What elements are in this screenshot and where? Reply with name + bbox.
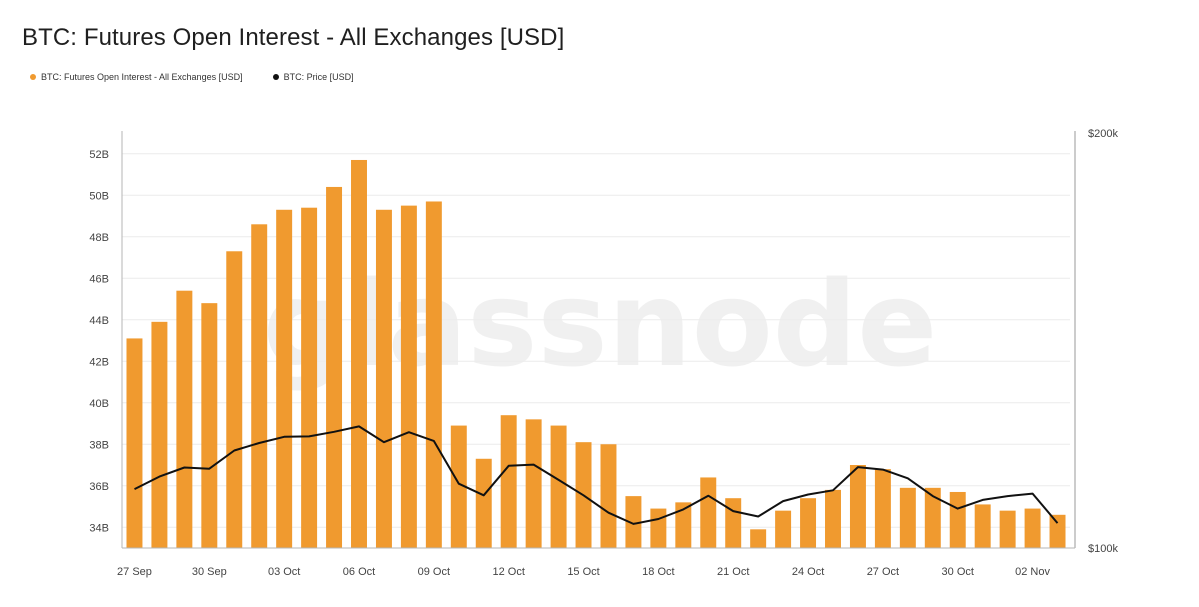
y-tick-label: 52B [89,149,109,161]
y-axis-right: $200k $100k [1088,128,1118,555]
bar[interactable] [550,425,567,548]
x-tick-label: 21 Oct [717,566,749,578]
bar[interactable] [625,496,642,548]
x-tick-label: 27 Oct [867,566,899,578]
y-tick-label: 42B [89,356,109,368]
y-right-tick-label: $100k [1088,543,1118,555]
legend-item-price[interactable]: BTC: Price [USD] [272,72,354,82]
bar[interactable] [924,487,941,548]
bar[interactable] [1024,508,1041,548]
x-tick-label: 03 Oct [268,566,300,578]
bar[interactable] [326,186,343,548]
legend-item-open-interest[interactable]: BTC: Futures Open Interest - All Exchang… [30,72,243,82]
bar[interactable] [974,504,991,548]
bar[interactable] [301,207,318,548]
bar[interactable] [874,469,891,548]
bar[interactable] [226,251,243,548]
bar[interactable] [151,321,168,548]
y-right-tick-label: $200k [1088,128,1118,140]
x-tick-label: 12 Oct [492,566,524,578]
legend-label-price: BTC: Price [USD] [283,72,354,82]
chart-title: BTC: Futures Open Interest - All Exchang… [22,24,565,51]
bar[interactable] [949,491,966,548]
bar[interactable] [201,303,218,548]
bar[interactable] [800,498,817,548]
bar[interactable] [725,498,742,548]
legend-label-open-interest: BTC: Futures Open Interest - All Exchang… [41,72,243,82]
bar[interactable] [351,159,367,548]
bar[interactable] [525,419,542,548]
y-tick-label: 40B [89,398,109,410]
bar[interactable] [999,510,1016,548]
bar[interactable] [251,224,268,549]
bar[interactable] [276,209,293,548]
bar[interactable] [425,201,442,548]
y-tick-label: 34B [89,522,109,534]
bar[interactable] [450,425,467,548]
x-tick-label: 06 Oct [343,566,375,578]
bar[interactable] [675,502,692,548]
x-tick-label: 30 Oct [942,566,974,578]
bar[interactable] [899,487,916,548]
bar[interactable] [1049,514,1066,548]
y-tick-label: 38B [89,439,109,451]
y-tick-label: 46B [89,273,109,285]
x-tick-label: 15 Oct [567,566,599,578]
bar[interactable] [500,415,517,548]
bar[interactable] [475,458,492,548]
x-tick-label: 27 Sep [117,566,152,578]
y-tick-label: 50B [89,190,109,202]
axes [121,131,1076,549]
x-tick-label: 24 Oct [792,566,824,578]
y-tick-label: 48B [89,232,109,244]
bar[interactable] [375,209,392,548]
x-tick-label: 18 Oct [642,566,674,578]
x-tick-label: 30 Sep [192,566,227,578]
bar[interactable] [825,489,841,548]
bar[interactable] [849,465,866,548]
x-tick-label: 02 Nov [1015,566,1050,578]
y-tick-label: 36B [89,481,109,493]
bar[interactable] [775,510,792,548]
bar[interactable] [126,338,143,548]
bar-series [126,159,1066,549]
legend-dot-open-interest-icon [30,74,36,80]
legend: BTC: Futures Open Interest - All Exchang… [30,72,354,82]
bar[interactable] [700,477,717,548]
bar[interactable] [650,508,667,548]
bar[interactable] [400,205,417,548]
y-tick-label: 44B [89,315,109,327]
price-line[interactable] [134,425,1059,525]
y-axis-left: 34B 36B 38B 40B 42B 44B 46B 48B 50B 52B [89,149,109,535]
price-line-series [134,425,1059,525]
legend-dot-price-icon [272,74,279,80]
bar[interactable] [176,290,193,548]
x-tick-label: 09 Oct [418,566,450,578]
bar[interactable] [750,529,767,548]
x-axis: 27 Sep 30 Sep 03 Oct 06 Oct 09 Oct 12 Oct 15 O… [117,566,1050,578]
bar[interactable] [600,444,617,548]
